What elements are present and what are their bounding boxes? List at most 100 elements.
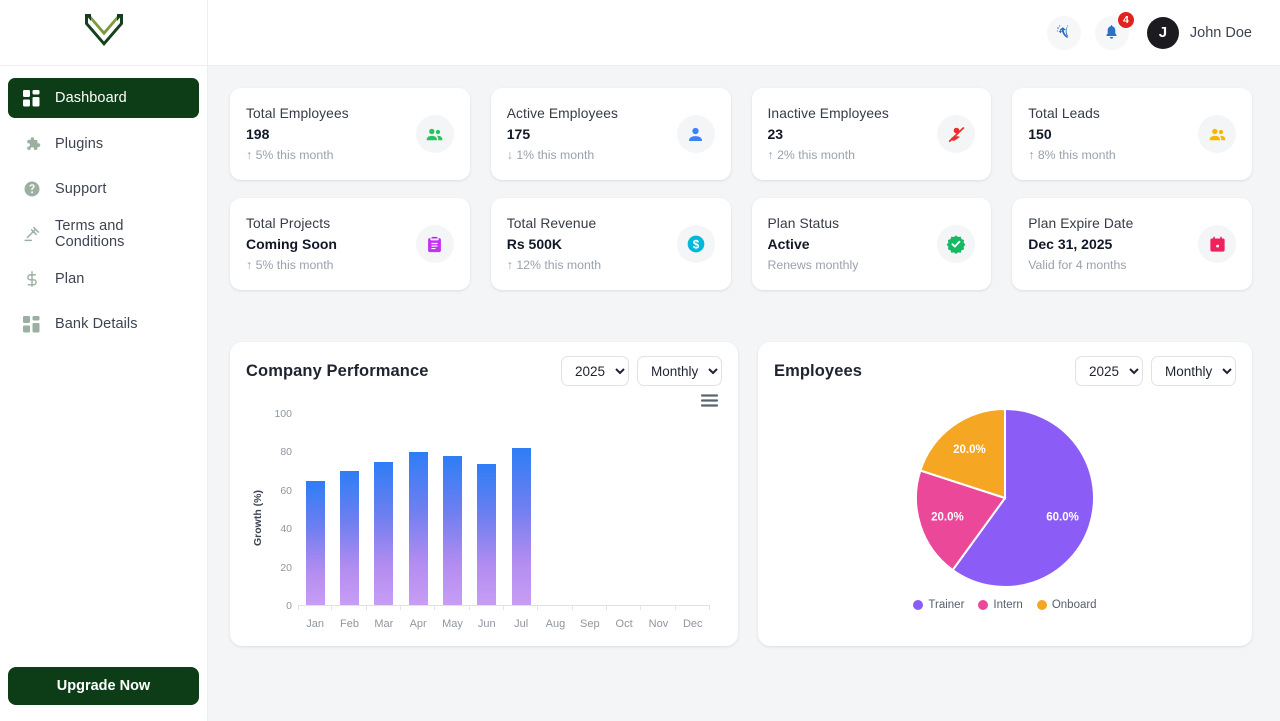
x-tick-label: Feb <box>340 618 359 630</box>
bar-column[interactable] <box>676 414 711 610</box>
bar-chart-bars <box>298 414 711 610</box>
sidebar-item-plan[interactable]: Plan <box>8 260 199 298</box>
card-subtext: Renews monthly <box>767 258 859 272</box>
bar-column[interactable] <box>332 414 367 610</box>
m-logo-icon <box>82 10 126 55</box>
grid-blocks-icon <box>22 315 41 334</box>
card-title: Plan Expire Date <box>1028 216 1134 231</box>
dollar-sign-icon <box>22 270 41 289</box>
sidebar-item-dashboard[interactable]: Dashboard <box>8 78 199 118</box>
people-group-icon <box>1198 115 1236 153</box>
stat-card-total-employees[interactable]: Total Employees 198 ↑ 5% this month <box>230 88 470 180</box>
x-tick-label: Nov <box>648 618 669 630</box>
card-subtext: ↓ 1% this month <box>506 148 595 162</box>
pie-slice[interactable] <box>915 469 1007 572</box>
card-subtext: Valid for 4 months <box>1028 258 1127 272</box>
person-off-icon <box>937 115 976 153</box>
x-tick-label: Jan <box>306 618 325 630</box>
user-menu[interactable]: J John Doe <box>1146 16 1252 49</box>
sidebar-item-terms-and-conditions[interactable]: Terms and Conditions <box>8 215 199 253</box>
person-icon <box>676 115 715 153</box>
notification-badge-count: 4 <box>1116 10 1135 29</box>
bar[interactable] <box>305 480 325 605</box>
company-performance-panel: Company Performance 2025 Monthly <box>230 342 738 646</box>
bar-column[interactable] <box>470 414 505 610</box>
notifications-button[interactable]: 4 <box>1094 10 1135 50</box>
magic-wand-sparkle-icon <box>1055 23 1072 43</box>
clipboard-icon <box>415 225 454 263</box>
bar-chart-yaxis: 100 80 60 40 20 0 <box>266 408 296 612</box>
bar[interactable] <box>339 471 359 605</box>
x-tick-label: Dec <box>682 618 703 630</box>
calendar-icon <box>1198 225 1236 263</box>
sidebar-nav: Dashboard Plugins Support <box>0 66 207 667</box>
avatar: J <box>1146 16 1179 49</box>
bar-column[interactable] <box>641 414 676 610</box>
bar-column[interactable] <box>298 414 333 610</box>
pie-slice[interactable] <box>919 407 1006 500</box>
card-subtext: ↑ 2% this month <box>767 148 855 162</box>
bar-chart-xaxis: Jan Feb Mar Apr May Jun Jul Aug Sep Oct Nov Dec <box>298 618 710 630</box>
bar-column[interactable] <box>367 414 402 610</box>
employees-year-select[interactable]: 2025 <box>1075 356 1143 386</box>
card-title: Total Projects <box>246 216 331 231</box>
employees-period-select[interactable]: Monthly <box>1151 356 1236 386</box>
bar-column[interactable] <box>504 414 539 610</box>
sidebar-item-bank-details[interactable]: Bank Details <box>8 305 199 343</box>
user-name: John Doe <box>1189 24 1252 41</box>
sidebar-item-support[interactable]: Support <box>8 170 199 208</box>
ai-assistant-button[interactable] <box>1046 15 1081 50</box>
legend-item[interactable]: Trainer <box>913 599 964 611</box>
people-group-icon <box>415 115 454 153</box>
pie-slice-label: 20.0% <box>931 512 964 524</box>
legend-color-dot <box>978 600 989 610</box>
x-tick-label: Mar <box>374 618 394 630</box>
stat-card-inactive-employees[interactable]: Inactive Employees 23 ↑ 2% this month <box>751 88 992 180</box>
legend-item[interactable]: Intern <box>978 599 1023 611</box>
card-subtext: ↑ 12% this month <box>506 258 602 272</box>
chart-menu-button[interactable] <box>244 386 724 412</box>
y-tick: 20 <box>280 561 292 574</box>
stat-card-plan-status[interactable]: Plan Status Active Renews monthly <box>751 198 992 290</box>
card-subtext: ↑ 8% this month <box>1028 148 1116 162</box>
upgrade-section: Upgrade Now <box>0 667 207 721</box>
card-value: 175 <box>506 126 531 142</box>
stat-card-active-employees[interactable]: Active Employees 175 ↓ 1% this month <box>490 88 731 180</box>
bar-column[interactable] <box>401 414 436 610</box>
x-tick-label: Oct <box>615 618 633 630</box>
page-title: Employees <box>774 361 863 380</box>
pie-slice[interactable] <box>951 407 1095 588</box>
bar-column[interactable] <box>435 414 470 610</box>
card-value: 23 <box>767 126 784 142</box>
bar[interactable] <box>511 448 531 605</box>
bar[interactable] <box>442 456 462 605</box>
stat-card-total-projects[interactable]: Total Projects Coming Soon ↑ 5% this mon… <box>230 198 470 290</box>
pie-chart-svg[interactable]: 60.0% 20.0% 20.0% <box>914 407 1096 589</box>
y-tick: 0 <box>286 600 292 612</box>
bar[interactable] <box>477 463 497 605</box>
stat-card-plan-expire-date[interactable]: Plan Expire Date Dec 31, 2025 Valid for … <box>1012 198 1252 290</box>
sidebar-item-plugins[interactable]: Plugins <box>8 125 199 163</box>
x-tick-label: Sep <box>580 618 600 630</box>
bar[interactable] <box>408 452 428 605</box>
y-tick: 100 <box>274 408 292 420</box>
sidebar-item-label: Plan <box>55 271 85 287</box>
pie-slice-label: 60.0% <box>1046 512 1079 524</box>
stat-card-total-revenue[interactable]: Total Revenue Rs 500K ↑ 12% this month $ <box>490 198 731 290</box>
performance-period-select[interactable]: Monthly <box>637 356 722 386</box>
dashboard-content: Total Employees 198 ↑ 5% this month <box>208 66 1280 721</box>
bar-column[interactable] <box>573 414 608 610</box>
performance-year-select[interactable]: 2025 <box>561 356 629 386</box>
bar-column[interactable] <box>607 414 642 610</box>
upgrade-now-button[interactable]: Upgrade Now <box>8 667 199 705</box>
brand-logo[interactable] <box>0 0 207 66</box>
pie-chart: 60.0% 20.0% 20.0% Trainer Intern Onboard <box>772 386 1238 636</box>
bar[interactable] <box>374 461 394 605</box>
card-value: Rs 500K <box>506 236 563 252</box>
legend-item[interactable]: Onboard <box>1036 599 1097 611</box>
sidebar-item-label: Terms and Conditions <box>55 218 125 250</box>
x-tick-label: Jul <box>514 618 529 630</box>
bar-column[interactable] <box>538 414 573 610</box>
card-title: Total Leads <box>1028 106 1100 121</box>
stat-card-total-leads[interactable]: Total Leads 150 ↑ 8% this month <box>1012 88 1252 180</box>
